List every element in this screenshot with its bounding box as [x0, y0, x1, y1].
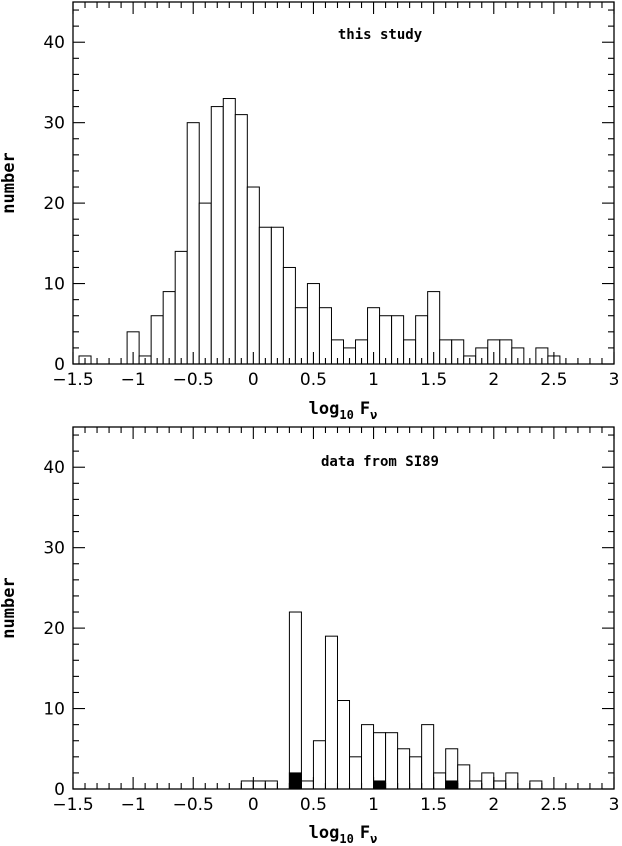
histogram-bar — [379, 315, 393, 365]
y-tick-label: 40 — [43, 33, 65, 53]
histogram-bar — [150, 315, 164, 365]
histogram-bar — [505, 772, 519, 790]
x-tick-label: 1 — [368, 370, 379, 390]
histogram-bar — [234, 114, 248, 365]
histogram-bar — [210, 106, 224, 365]
histogram-bar — [349, 756, 363, 790]
histogram-bar — [222, 98, 236, 365]
histogram-bar-filled — [445, 780, 459, 790]
histogram-bar — [324, 635, 338, 790]
histogram-bar — [391, 315, 405, 365]
histogram-bar — [361, 724, 375, 790]
x-axis-label: log10 Fν — [309, 399, 378, 422]
histogram-bar — [174, 250, 188, 365]
plot-frame — [72, 426, 615, 790]
x-tick-label: −0.5 — [173, 795, 214, 815]
x-axis-label-varsub: ν — [370, 832, 377, 846]
x-tick-label: 0.5 — [300, 370, 327, 390]
histogram-bar — [469, 780, 483, 790]
y-tick-label: 20 — [43, 194, 65, 214]
y-tick-label: 40 — [43, 458, 65, 478]
y-tick-label: 10 — [43, 275, 65, 295]
histogram-bar — [312, 740, 326, 790]
histogram-bar — [270, 226, 284, 365]
x-tick-label: 2.5 — [540, 795, 567, 815]
x-tick-label: 2.5 — [540, 370, 567, 390]
histogram-bar-filled — [373, 780, 387, 790]
x-axis-label-sub: 10 — [339, 832, 353, 846]
y-tick-label: 0 — [54, 780, 65, 800]
chart-title: data from SI89 — [321, 454, 439, 470]
x-tick-label: −0.5 — [173, 370, 214, 390]
histogram-bar — [336, 700, 351, 790]
y-tick-label: 30 — [43, 114, 65, 134]
x-tick-label: −1.5 — [52, 370, 93, 390]
x-tick-label: 0 — [248, 370, 259, 390]
panel-data-from-si89: data from SI89 number log10 Fν −1.5 −1 −0.5… — [0, 426, 620, 846]
histogram-bar — [282, 266, 296, 365]
y-axis-label: number — [0, 577, 19, 638]
histogram-bar — [306, 283, 320, 365]
x-tick-label: 1.5 — [420, 795, 447, 815]
histogram-bar — [421, 724, 435, 790]
histogram-bar — [457, 764, 471, 790]
y-tick-label: 10 — [43, 700, 65, 720]
bars — [240, 611, 543, 790]
x-axis-label-varsub: ν — [370, 408, 377, 422]
x-axis-label-main: log — [309, 823, 340, 843]
histogram-bar — [288, 611, 302, 790]
histogram-bar — [258, 226, 272, 365]
x-tick-label: 2 — [488, 795, 499, 815]
histogram-bar — [493, 780, 507, 790]
x-tick-label: 3 — [609, 795, 620, 815]
y-tick-label: 30 — [43, 539, 65, 559]
x-axis-label-sub: 10 — [339, 408, 353, 422]
plot-frame — [72, 1, 615, 365]
panel-this-study: this study number log10 Fν −1.5 −1 −0.5 0 0.5… — [0, 1, 620, 422]
histogram-bar — [162, 291, 176, 365]
bars — [78, 98, 561, 365]
histogram-bar — [318, 307, 332, 365]
histogram-bar — [294, 307, 308, 365]
x-tick-label: 3 — [609, 370, 620, 390]
x-axis-label: log10 Fν — [309, 823, 378, 846]
x-tick-label: 0 — [248, 795, 259, 815]
histogram-bar — [300, 780, 314, 790]
histogram-bar — [529, 780, 543, 790]
histogram-bar — [240, 780, 254, 790]
histogram-bar — [198, 202, 212, 365]
histogram-bar — [415, 315, 429, 365]
x-tick-label: 2 — [488, 370, 499, 390]
histogram-bar — [397, 748, 411, 790]
histogram-bar-filled — [288, 772, 302, 790]
histogram-bar — [264, 780, 278, 790]
x-tick-label: 1.5 — [420, 370, 447, 390]
y-axis-label: number — [0, 152, 19, 213]
histogram-bar — [385, 732, 399, 790]
histogram-bar — [481, 772, 495, 790]
histogram-bar — [433, 772, 447, 790]
histogram-bar — [409, 756, 423, 790]
y-tick-label: 20 — [43, 619, 65, 639]
x-axis-label-var: F — [360, 399, 370, 419]
histogram-bar — [252, 780, 266, 790]
histogram-bar — [246, 186, 260, 365]
x-axis-label-var: F — [360, 823, 370, 843]
x-tick-label: −1.5 — [52, 795, 93, 815]
y-tick-label: 0 — [54, 355, 65, 375]
histogram-bar — [186, 122, 200, 365]
chart-title: this study — [338, 27, 423, 43]
x-tick-label: −1 — [121, 795, 146, 815]
x-axis-label-main: log — [309, 399, 340, 419]
x-tick-label: 1 — [368, 795, 379, 815]
x-tick-label: 0.5 — [300, 795, 327, 815]
x-tick-label: −1 — [121, 370, 146, 390]
